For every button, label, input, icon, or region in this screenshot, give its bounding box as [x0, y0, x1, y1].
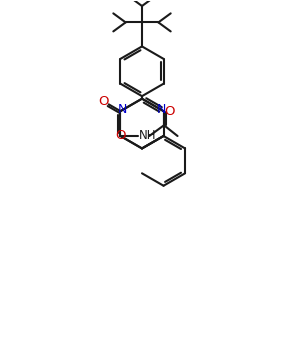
Text: N: N	[157, 103, 166, 116]
Text: O: O	[164, 105, 175, 118]
Text: O: O	[115, 130, 126, 142]
Text: O: O	[98, 95, 108, 108]
Text: N: N	[118, 103, 127, 116]
Text: NH: NH	[139, 130, 156, 142]
